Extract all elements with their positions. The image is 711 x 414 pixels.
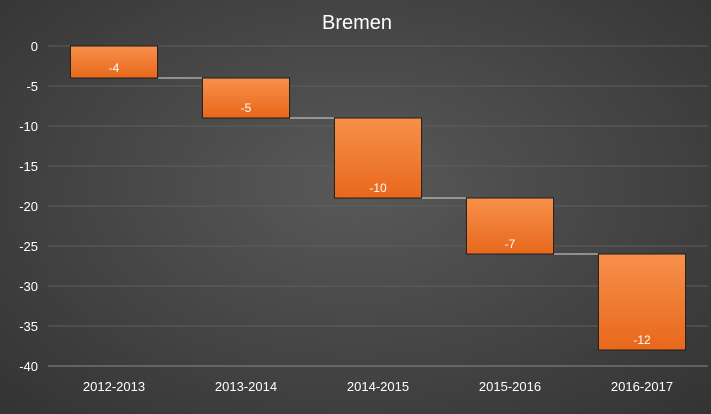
- bar-2015-2016: [465, 197, 555, 255]
- y-tick-label: -10: [19, 119, 38, 134]
- x-category-label: 2016-2017: [611, 379, 673, 394]
- data-labels: -4 -5 -10 -7 -12: [109, 61, 651, 347]
- data-label-2016-2017: -12: [633, 333, 651, 347]
- x-category-label: 2015-2016: [479, 379, 541, 394]
- y-tick-label: -40: [19, 359, 38, 374]
- x-category-label: 2012-2013: [83, 379, 145, 394]
- data-label-2012-2013: -4: [109, 61, 120, 75]
- chart-title: Bremen: [322, 12, 392, 34]
- y-tick-label: -30: [19, 279, 38, 294]
- y-tick-label: -35: [19, 319, 38, 334]
- connectors: [157, 77, 599, 255]
- bar-2016-2017: [597, 253, 687, 351]
- gridlines: [48, 45, 708, 367]
- x-category-label: 2014-2015: [347, 379, 409, 394]
- bar-2014-2015: [333, 117, 423, 199]
- y-tick-label: -20: [19, 199, 38, 214]
- x-axis-categories: 2012-2013 2013-2014 2014-2015 2015-2016 2016…: [83, 379, 673, 394]
- bar-2012-2013: [69, 45, 159, 79]
- bars: [69, 45, 687, 351]
- data-label-2014-2015: -10: [369, 181, 387, 195]
- x-category-label: 2013-2014: [215, 379, 277, 394]
- y-tick-label: -15: [19, 159, 38, 174]
- y-tick-label: -5: [26, 79, 38, 94]
- bar-2013-2014: [201, 77, 291, 119]
- y-tick-label: -25: [19, 239, 38, 254]
- data-label-2015-2016: -7: [505, 237, 516, 251]
- y-tick-label: 0: [31, 39, 38, 54]
- y-axis-ticks: 0 -5 -10 -15 -20 -25 -30 -35 -40: [19, 39, 38, 374]
- data-label-2013-2014: -5: [241, 101, 252, 115]
